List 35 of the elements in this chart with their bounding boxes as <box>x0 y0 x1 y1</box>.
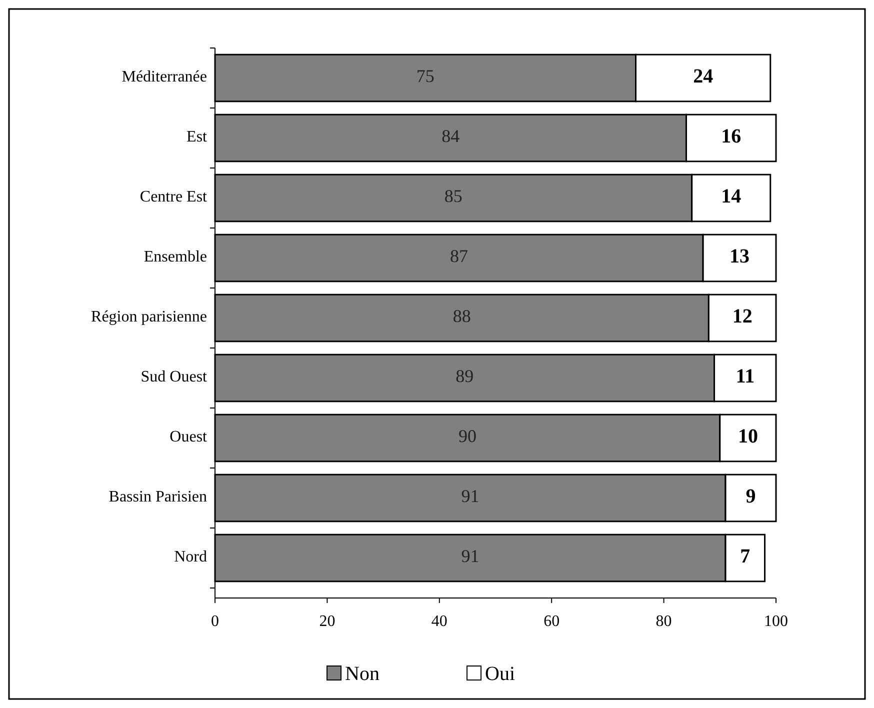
data-label: 87 <box>450 246 468 266</box>
y-tick-label: Méditerranée <box>122 68 207 86</box>
data-label: 84 <box>442 126 460 146</box>
data-label: 88 <box>452 306 471 326</box>
x-tick-label: 0 <box>211 613 219 630</box>
y-tick-label: Ouest <box>170 428 208 446</box>
y-tick-label: Centre Est <box>140 188 208 206</box>
y-tick-label: Région parisienne <box>91 308 207 326</box>
y-tick-label: Ensemble <box>144 248 207 266</box>
data-label: 9 <box>746 486 756 508</box>
data-label: 89 <box>456 366 474 386</box>
data-label: 90 <box>458 426 476 446</box>
data-label: 24 <box>693 66 714 88</box>
x-tick-label: 20 <box>319 613 336 630</box>
x-tick-label: 40 <box>431 613 448 630</box>
data-label: 75 <box>416 66 434 86</box>
data-label: 85 <box>444 186 462 206</box>
data-label: 91 <box>461 546 480 566</box>
x-tick-label: 60 <box>544 613 560 630</box>
y-tick-label: Nord <box>174 548 207 566</box>
data-label: 91 <box>461 486 480 506</box>
y-tick-label: Bassin Parisien <box>108 488 207 506</box>
y-tick-label: Est <box>186 128 208 146</box>
data-label: 16 <box>721 126 742 148</box>
x-tick-label: 80 <box>656 613 672 630</box>
legend-label: Oui <box>485 663 516 685</box>
data-label: 11 <box>736 366 755 388</box>
data-label: 12 <box>732 306 752 328</box>
legend-label: Non <box>345 663 380 685</box>
y-tick-label: Sud Ouest <box>140 368 208 386</box>
data-label: 10 <box>738 426 758 448</box>
data-label: 7 <box>740 546 750 568</box>
data-label: 13 <box>730 246 750 268</box>
x-tick-label: 100 <box>764 613 788 630</box>
data-label: 14 <box>721 186 742 208</box>
